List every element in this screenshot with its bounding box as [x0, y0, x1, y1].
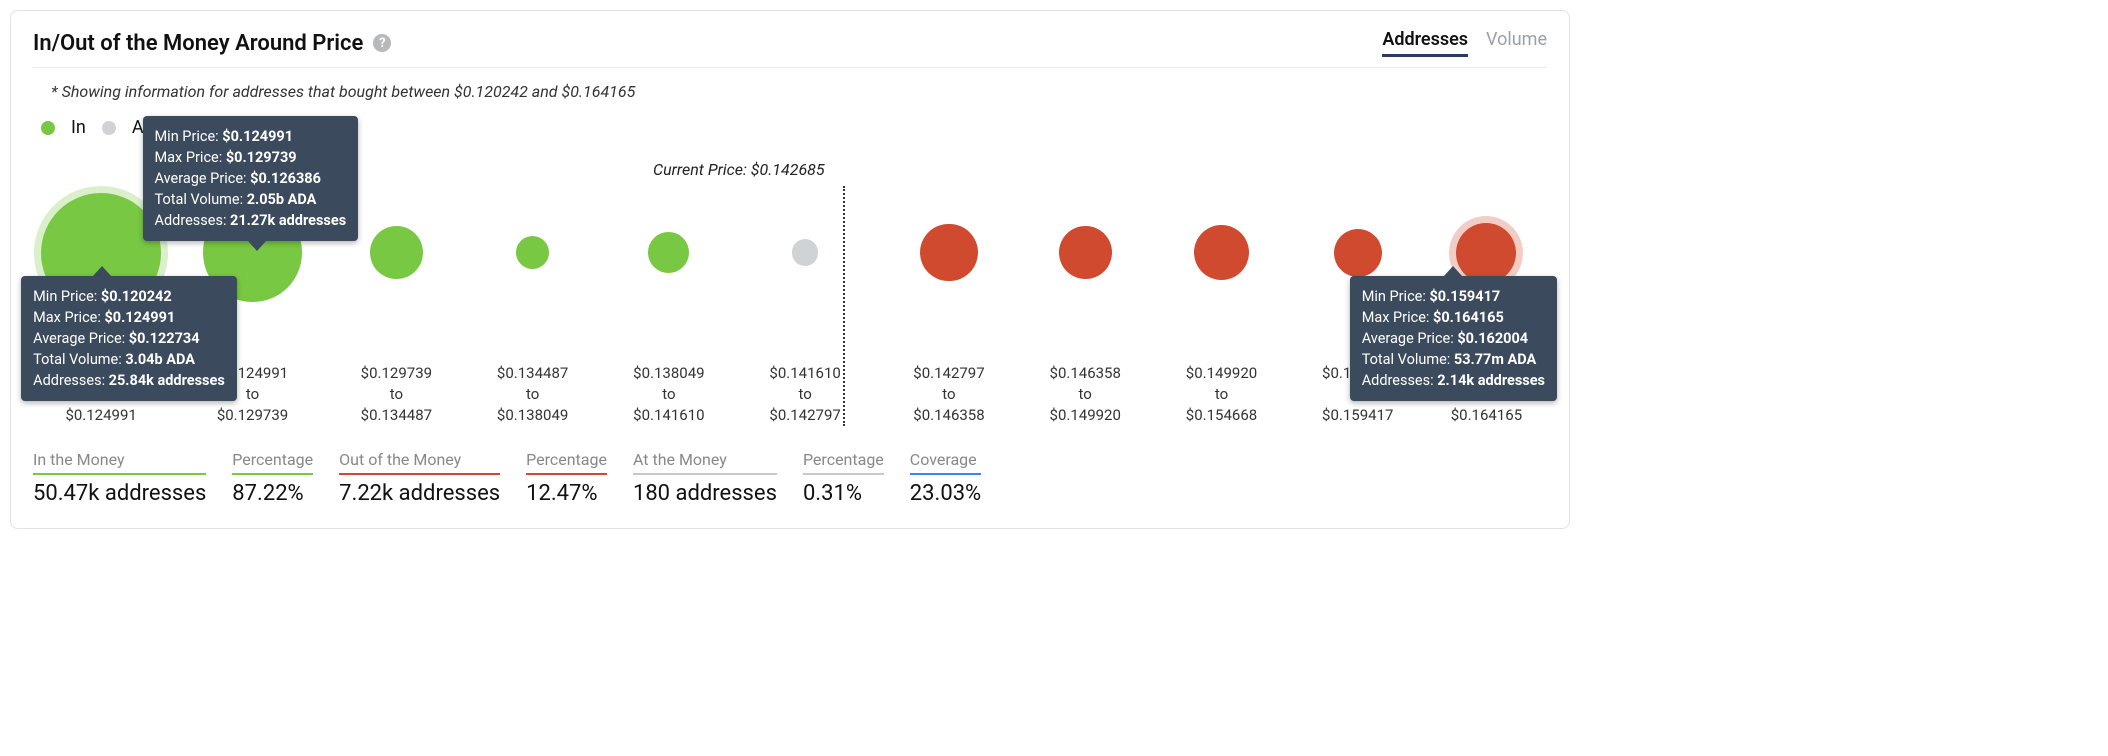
stat-value: 7.22k addresses: [339, 481, 500, 506]
bubble-in[interactable]: [370, 226, 423, 279]
bubble-at[interactable]: [792, 239, 818, 265]
tooltip: Min Price: $0.124991Max Price: $0.129739…: [143, 116, 359, 241]
title-row: In/Out of the Money Around Price ?: [33, 31, 391, 56]
legend-dot-at: [102, 121, 116, 135]
bubble-col-7[interactable]: $0.146358to$0.149920: [1015, 146, 1155, 426]
stat-in-money: In the Money 50.47k addresses: [33, 450, 206, 506]
header: In/Out of the Money Around Price ? Addre…: [33, 29, 1547, 68]
bubble-out[interactable]: [1194, 225, 1249, 280]
tabs: Addresses Volume: [1382, 29, 1547, 57]
stat-label: Out of the Money: [339, 450, 500, 475]
axis-range-label: $0.134487to$0.138049: [497, 363, 568, 426]
stat-label: Coverage: [910, 450, 981, 475]
stat-coverage: Coverage 23.03%: [910, 450, 981, 506]
legend-dot-in: [41, 121, 55, 135]
stat-label: At the Money: [633, 450, 777, 475]
stat-label: Percentage: [232, 450, 313, 475]
iomap-card: In/Out of the Money Around Price ? Addre…: [10, 10, 1570, 529]
stat-value: 87.22%: [232, 481, 313, 506]
stat-label: Percentage: [526, 450, 607, 475]
stat-at-pct: Percentage 0.31%: [803, 450, 884, 506]
subtitle: * Showing information for addresses that…: [51, 82, 1547, 101]
bubble-out[interactable]: [1334, 229, 1382, 277]
bubble-out[interactable]: [1456, 223, 1516, 283]
tab-addresses[interactable]: Addresses: [1382, 29, 1468, 57]
bubble-col-4[interactable]: $0.138049to$0.141610: [599, 146, 739, 426]
bubble-out[interactable]: [1059, 226, 1112, 279]
stat-value: 50.47k addresses: [33, 481, 206, 506]
stat-label: In the Money: [33, 450, 206, 475]
help-icon[interactable]: ?: [373, 34, 391, 52]
tooltip: Min Price: $0.120242Max Price: $0.124991…: [21, 276, 237, 401]
bubble-in[interactable]: [516, 236, 550, 270]
stat-out-pct: Percentage 12.47%: [526, 450, 607, 506]
axis-range-label: $0.149920to$0.154668: [1186, 363, 1257, 426]
bubble-col-5[interactable]: $0.141610to$0.142797: [735, 146, 875, 426]
bubble-col-8[interactable]: $0.149920to$0.154668: [1151, 146, 1291, 426]
stat-value: 12.47%: [526, 481, 607, 506]
axis-range-label: $0.138049to$0.141610: [633, 363, 704, 426]
bubble-col-6[interactable]: $0.142797to$0.146358: [879, 146, 1019, 426]
chart-area: Current Price: $0.142685 $0.120242to$0.1…: [33, 146, 1547, 426]
stat-value: 0.31%: [803, 481, 884, 506]
bubble-col-3[interactable]: $0.134487to$0.138049: [463, 146, 603, 426]
stats-row: In the Money 50.47k addresses Percentage…: [33, 450, 1547, 506]
legend-label-in: In: [71, 117, 86, 138]
tab-volume[interactable]: Volume: [1486, 29, 1547, 57]
stat-in-pct: Percentage 87.22%: [232, 450, 313, 506]
axis-range-label: $0.141610to$0.142797: [769, 363, 840, 426]
bubble-in[interactable]: [648, 232, 689, 273]
stat-out-money: Out of the Money 7.22k addresses: [339, 450, 500, 506]
axis-range-label: $0.129739to$0.134487: [361, 363, 432, 426]
stat-at-money: At the Money 180 addresses: [633, 450, 777, 506]
stat-value: 180 addresses: [633, 481, 777, 506]
stat-label: Percentage: [803, 450, 884, 475]
axis-range-label: $0.146358to$0.149920: [1050, 363, 1121, 426]
stat-value: 23.03%: [910, 481, 981, 506]
bubble-out[interactable]: [920, 224, 978, 282]
tooltip: Min Price: $0.159417Max Price: $0.164165…: [1350, 276, 1557, 401]
axis-range-label: $0.142797to$0.146358: [913, 363, 984, 426]
card-title: In/Out of the Money Around Price: [33, 31, 363, 56]
